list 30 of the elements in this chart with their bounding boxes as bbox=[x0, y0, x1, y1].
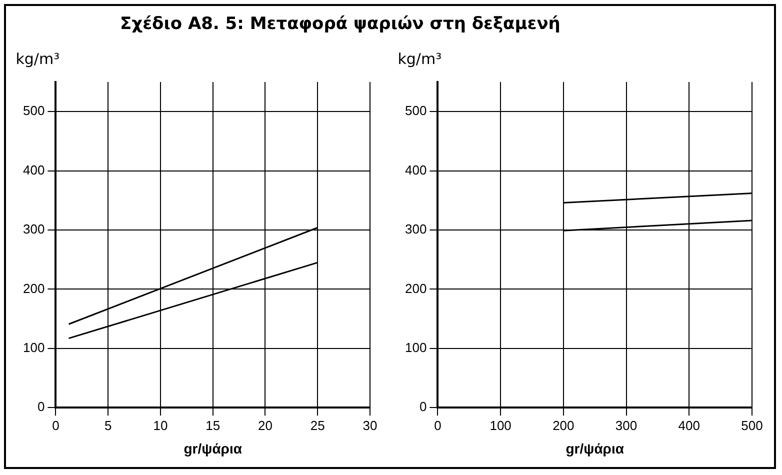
x-tick-label: 0 bbox=[52, 418, 60, 433]
x-tick-label: 15 bbox=[206, 418, 220, 433]
y-tick-label: 0 bbox=[419, 399, 427, 414]
y-tick-label: 200 bbox=[404, 280, 427, 296]
y-tick-label: 400 bbox=[22, 162, 45, 178]
x-tick-label: 25 bbox=[310, 418, 325, 433]
y-tick-label: 300 bbox=[404, 222, 427, 237]
x-axis-title: gr/ψάρια bbox=[566, 440, 624, 456]
x-tick-label: 30 bbox=[362, 418, 378, 433]
y-tick-label: 500 bbox=[22, 103, 45, 118]
y-tick-label: 200 bbox=[22, 280, 45, 296]
x-tick-label: 10 bbox=[153, 418, 168, 433]
x-tick-label: 0 bbox=[434, 418, 442, 433]
x-tick-label: 300 bbox=[615, 418, 638, 433]
x-axis-title: gr/ψάρια bbox=[184, 440, 242, 456]
x-tick-label: 200 bbox=[552, 418, 574, 433]
x-tick-label: 20 bbox=[258, 418, 272, 433]
y-tick-label: 500 bbox=[404, 103, 427, 118]
y-tick-label: 100 bbox=[22, 340, 45, 355]
x-tick-label: 100 bbox=[490, 418, 512, 433]
y-tick-label: 100 bbox=[404, 340, 427, 355]
y-tick-label: 300 bbox=[22, 222, 45, 237]
y-axis-title: kg/m³ bbox=[398, 50, 442, 68]
x-tick-label: 400 bbox=[678, 418, 700, 433]
chart-title: Σχέδιο Α8. 5: Μεταφορά ψαριών στη δεξαμενή bbox=[120, 14, 560, 34]
y-tick-label: 400 bbox=[404, 162, 427, 178]
y-axis-title: kg/m³ bbox=[16, 50, 60, 68]
y-tick-label: 0 bbox=[37, 399, 45, 414]
x-tick-label: 5 bbox=[104, 418, 112, 433]
x-tick-label: 500 bbox=[741, 418, 763, 433]
